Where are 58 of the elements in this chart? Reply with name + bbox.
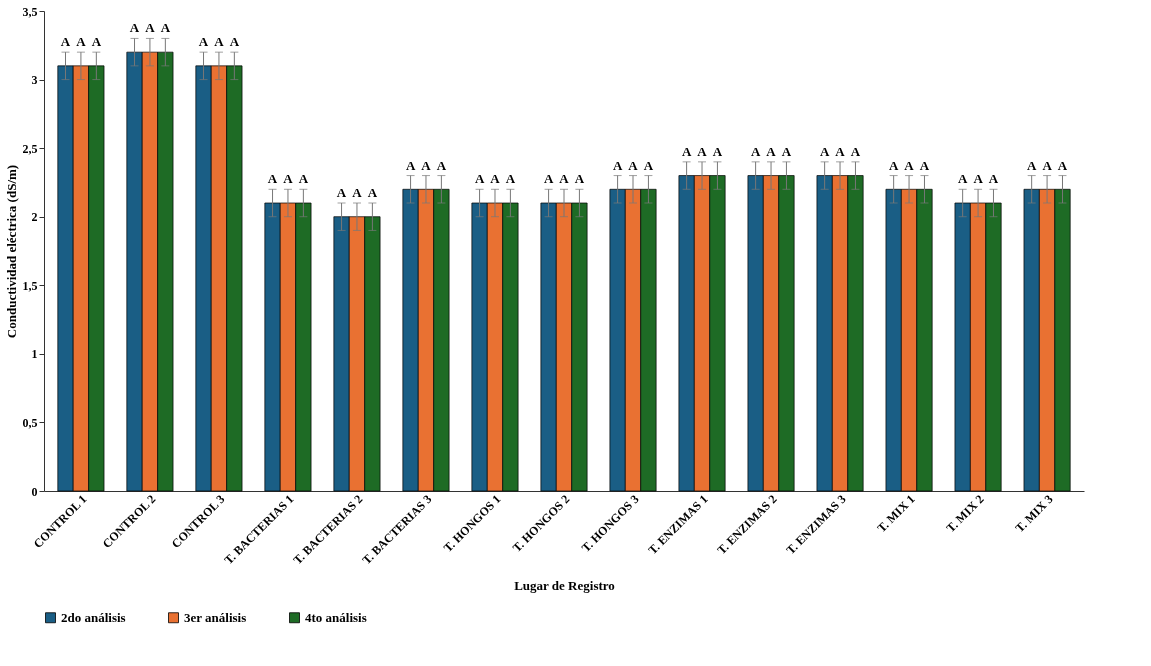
y-tick-label: 3,5	[22, 4, 38, 19]
data-label: A	[766, 143, 777, 159]
data-label: A	[919, 157, 930, 173]
y-tick-label: 3	[31, 73, 38, 88]
y-axis-title: Conductividad eléctrica (dS/m)	[3, 164, 19, 339]
data-label: A	[421, 157, 432, 173]
data-label: A	[574, 171, 585, 187]
data-label: A	[76, 34, 87, 50]
data-label: A	[819, 143, 830, 159]
data-label: A	[988, 171, 999, 187]
data-label: A	[229, 34, 240, 50]
data-label: A	[781, 143, 792, 159]
data-label: A	[91, 34, 102, 50]
data-label: A	[712, 143, 723, 159]
data-label: A	[850, 143, 861, 159]
y-tick-label: 2,5	[22, 141, 38, 156]
data-label: A	[160, 20, 171, 36]
legend-label: 4to análisis	[305, 609, 367, 625]
data-label: A	[214, 34, 225, 50]
data-label: A	[681, 143, 692, 159]
data-label: A	[835, 143, 846, 159]
data-label: A	[436, 157, 447, 173]
data-label: A	[129, 20, 140, 36]
data-label: A	[904, 157, 915, 173]
data-label: A	[643, 157, 654, 173]
data-label: A	[1057, 157, 1068, 173]
y-tick-label: 0	[31, 484, 38, 499]
data-label: A	[490, 171, 501, 187]
data-label: A	[1042, 157, 1053, 173]
data-label: A	[145, 20, 156, 36]
data-label: A	[888, 157, 899, 173]
data-label: A	[367, 185, 378, 200]
data-label: A	[352, 185, 363, 200]
data-label: A	[474, 171, 485, 187]
data-label: A	[559, 171, 570, 187]
data-label: A	[697, 143, 708, 159]
data-label: A	[505, 171, 516, 187]
data-label: A	[198, 34, 209, 50]
y-tick-label: 1,5	[22, 278, 38, 293]
y-tick-label: 0,5	[22, 415, 38, 430]
x-axis-title: Lugar de Registro	[514, 578, 615, 594]
data-label: A	[543, 171, 554, 187]
data-label: A	[1026, 157, 1037, 173]
data-label: A	[628, 157, 639, 173]
data-label: A	[750, 143, 761, 159]
y-tick-label: 1	[31, 347, 38, 362]
data-label: A	[612, 157, 623, 173]
legend-label: 2do análisis	[61, 609, 126, 625]
data-label: A	[336, 185, 347, 200]
data-label: A	[298, 171, 309, 187]
data-label: A	[957, 171, 968, 187]
data-label: A	[283, 171, 294, 187]
data-label: A	[973, 171, 984, 187]
data-label: A	[405, 157, 416, 173]
data-label: A	[267, 171, 278, 187]
data-label: A	[60, 34, 71, 50]
y-tick-label: 2	[31, 210, 38, 225]
legend-label: 3er análisis	[184, 609, 247, 625]
